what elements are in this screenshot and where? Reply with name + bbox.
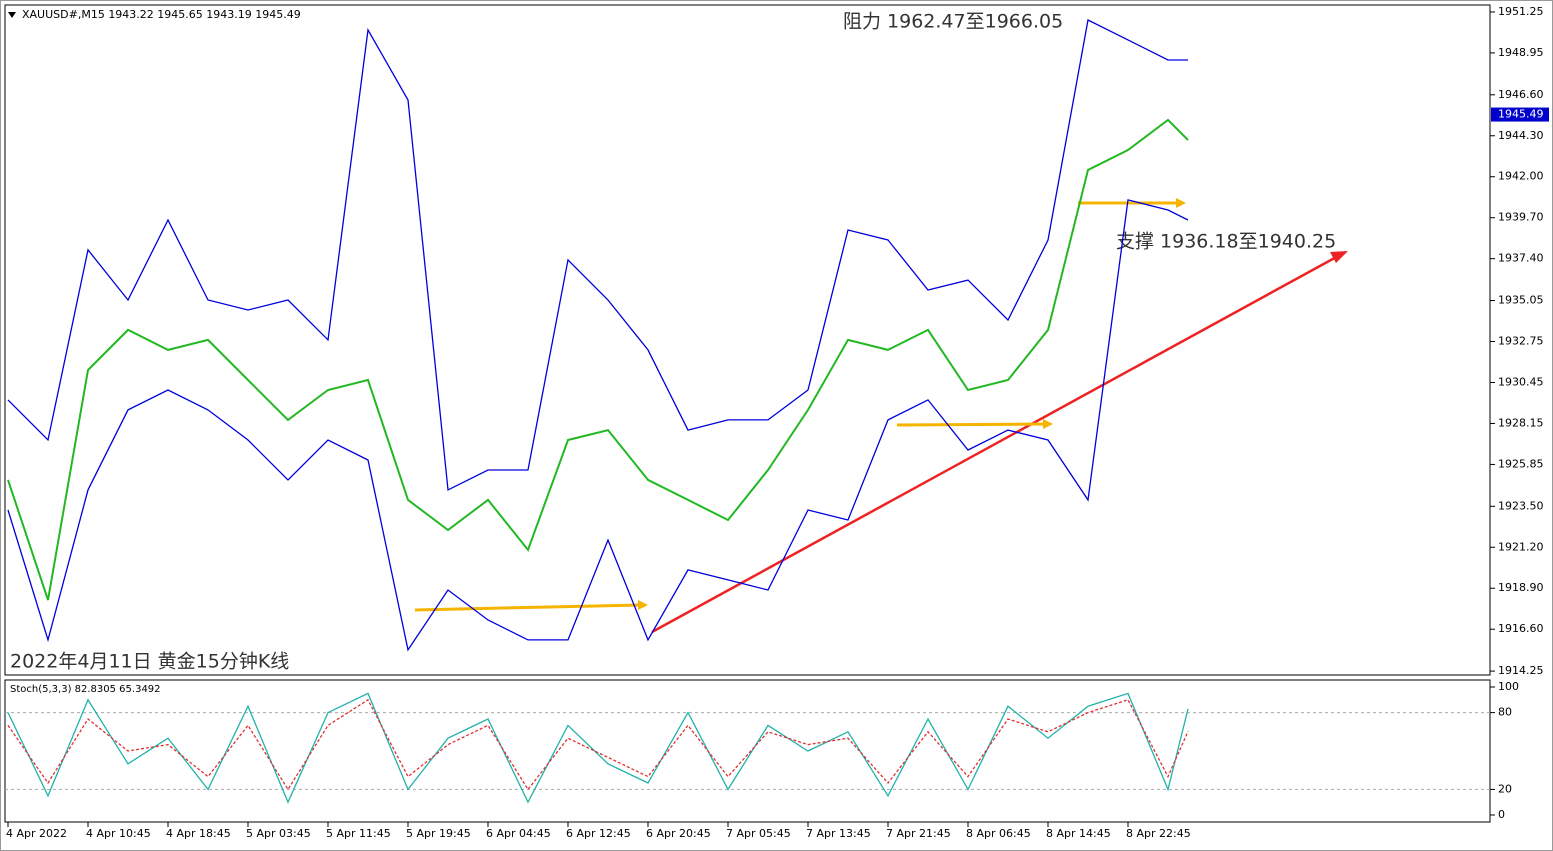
arrow-head: [638, 600, 648, 610]
price-tag-label: 1945.49: [1498, 108, 1544, 121]
support-note: 支撑 1936.18至1940.25: [1116, 231, 1336, 253]
arrow-head: [1043, 419, 1053, 429]
x-tick-label: 5 Apr 11:45: [326, 827, 391, 840]
main-panel: [4, 4, 1491, 676]
resistance-note: 阻力 1962.47至1966.05: [843, 11, 1063, 33]
x-tick-label: 8 Apr 06:45: [966, 827, 1031, 840]
y-tick-label: 1937.40: [1498, 252, 1544, 265]
x-tick-label: 4 Apr 2022: [6, 827, 67, 840]
stoch-panel: [4, 679, 1491, 823]
x-tick-label: 6 Apr 20:45: [646, 827, 711, 840]
x-tick-label: 6 Apr 12:45: [566, 827, 631, 840]
price-tag: [1491, 107, 1549, 122]
y-tick-label: 1930.45: [1498, 375, 1544, 388]
y-tick-label: 100: [1498, 680, 1519, 693]
y-tick-label: 1921.20: [1498, 540, 1544, 553]
arrow-head: [1176, 198, 1186, 208]
chart-header: XAUUSD#,M15 1943.22 1945.65 1943.19 1945…: [22, 8, 301, 21]
x-tick-label: 8 Apr 14:45: [1046, 827, 1111, 840]
x-tick-label: 4 Apr 10:45: [86, 827, 151, 840]
series-line: [7, 698, 1189, 791]
series-line: [7, 692, 1189, 804]
y-tick-label: 1951.25: [1498, 5, 1544, 18]
x-tick-label: 7 Apr 13:45: [806, 827, 871, 840]
drawings: [414, 198, 1348, 634]
y-tick-label: 80: [1498, 706, 1512, 719]
x-tick-label: 7 Apr 21:45: [886, 827, 951, 840]
chart-caption: 2022年4月11日 黄金15分钟K线: [10, 651, 289, 673]
x-tick-label: 6 Apr 04:45: [486, 827, 551, 840]
x-tick-label: 7 Apr 05:45: [726, 827, 791, 840]
trend-line: [651, 253, 1341, 634]
y-tick-label: 1932.75: [1498, 335, 1544, 348]
y-tick-label: 1928.15: [1498, 416, 1544, 429]
x-tick-label: 8 Apr 22:45: [1126, 827, 1191, 840]
y-tick-label: 1935.05: [1498, 294, 1544, 307]
support-arrow: [414, 603, 641, 612]
series-line: [7, 19, 1188, 491]
y-tick-label: 1944.30: [1498, 129, 1544, 142]
y-tick-label: 1923.50: [1498, 499, 1544, 512]
arrow-head: [1330, 251, 1348, 263]
series-line: [7, 199, 1189, 652]
y-tick-label: 1946.60: [1498, 88, 1544, 101]
collapse-icon: [8, 12, 16, 18]
y-tick-label: 1925.85: [1498, 457, 1544, 470]
y-tick-label: 1939.70: [1498, 211, 1544, 224]
support-arrow: [896, 422, 1046, 427]
y-tick-label: 1916.60: [1498, 622, 1544, 635]
y-tick-label: 20: [1498, 782, 1512, 795]
x-tick-label: 5 Apr 03:45: [246, 827, 311, 840]
y-tick-label: 1914.25: [1498, 664, 1544, 677]
y-tick-label: 1918.90: [1498, 581, 1544, 594]
x-tick-label: 5 Apr 19:45: [406, 827, 471, 840]
y-tick-label: 1942.00: [1498, 170, 1544, 183]
series-line: [7, 118, 1189, 601]
y-tick-label: 1948.95: [1498, 46, 1544, 59]
y-tick-label: 0: [1498, 808, 1505, 821]
stoch-header: Stoch(5,3,3) 82.8305 65.3492: [10, 684, 161, 695]
x-tick-label: 4 Apr 18:45: [166, 827, 231, 840]
